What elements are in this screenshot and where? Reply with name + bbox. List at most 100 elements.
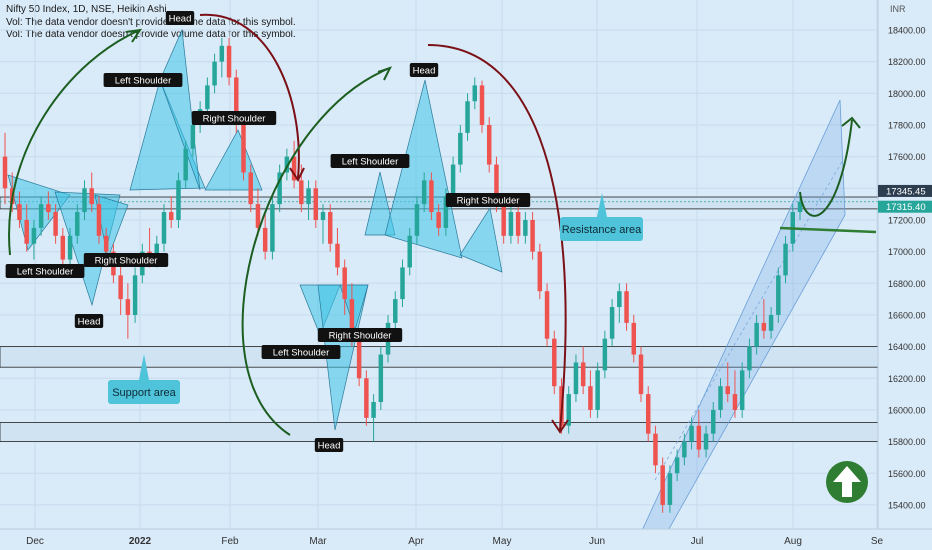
y-tick-label: 18000.00 [888,89,926,99]
pattern-label-bg [330,154,410,168]
candle-body [378,354,384,403]
y-tick-label: 16200.00 [888,374,926,384]
candle-body [205,85,210,110]
green-neckline [779,226,877,234]
pattern-label: Left Shoulder [330,154,410,168]
candle-body [501,204,506,236]
price-tag-label: 17345.45 [886,186,926,197]
pattern-label-text: Right Shoulder [203,114,266,125]
candle [364,370,369,426]
candle [342,259,347,315]
candle-body [450,164,456,197]
y-tick-label: 17200.00 [888,215,926,225]
pattern-label-text: Left Shoulder [342,157,399,168]
candle-body [320,212,326,220]
candle [486,117,492,173]
y-tick-label: 16800.00 [888,279,926,289]
candle [436,204,441,236]
candle-body [407,235,412,268]
pattern-label: Right Shoulder [445,193,531,207]
candle-body [414,204,420,236]
candle-body [580,362,586,387]
pattern-label: Left Shoulder [5,264,85,278]
candle-body [2,156,8,189]
pattern-label-bg [314,438,344,452]
candle [725,362,730,403]
chart-title: Nifty 50 Index, 1D, NSE, Heikin Ashi [6,4,167,15]
candle [248,164,253,213]
green-arc-1 [8,29,141,256]
candle [754,314,759,355]
candle-body [176,180,181,220]
candle [2,132,8,205]
candle [82,180,87,220]
candle [682,433,687,466]
x-tick-label: May [493,536,512,547]
candle [660,457,665,513]
candle [667,465,673,513]
pattern-right-shoulder-peak-1 [204,129,263,191]
y-tick-label: 15600.00 [888,469,926,479]
candle [761,299,767,339]
pattern-label: Right Shoulder [83,253,169,267]
candle [205,77,210,118]
candle [400,259,405,308]
pattern-label-bg [261,345,341,359]
pattern-label: Head [314,438,344,452]
candle-body [768,314,774,331]
green-arc-3 [799,119,853,217]
currency-label: INR [890,4,906,14]
candle-body [400,267,405,300]
candle-body [306,188,311,205]
pattern-right-shoulder-1 [94,194,129,260]
candle [703,425,709,458]
candle-body [270,204,275,252]
candle-body [573,362,579,395]
y-tick-label: 17800.00 [888,120,926,130]
candle [284,148,290,181]
pattern-label-bg [191,111,277,125]
candle [515,204,521,244]
y-tick-label: 16400.00 [888,342,926,352]
candle-body [190,124,196,149]
candle-body [515,212,521,236]
candle [125,283,131,339]
candle-body [118,275,123,300]
candle-body [465,101,470,133]
resistance-callout-text: Resistance area [562,224,642,236]
arrowhead-green-1 [125,28,143,43]
candle-body [24,219,29,244]
y-axis: INR 18400.00 18200.00 18000.00 17800.00 17600… [877,0,932,550]
candle [393,291,398,331]
candle [602,330,608,379]
candle [320,204,326,244]
x-tick-label: Dec [26,536,44,547]
candle [75,204,80,244]
candle-body [508,212,514,236]
price-tag-label: 17315.40 [886,202,926,213]
y-tick-label: 17000.00 [888,247,926,257]
candle [674,449,680,482]
candle [617,283,622,323]
candle-body [537,251,543,292]
pattern-label: Right Shoulder [191,111,277,125]
pattern-label: Left Shoulder [103,73,183,87]
candle-body [103,235,109,252]
pattern-label-text: Head [78,317,101,328]
arrowhead-green-3 [841,116,861,129]
candle [226,37,232,86]
candle [67,227,73,268]
projection-arcs [8,13,877,436]
candle-body [494,164,499,205]
resistance-callout-box [560,217,643,241]
pattern-label-bg [409,63,439,77]
candle-body [356,338,362,379]
candle-body [60,235,66,260]
candle-body [674,457,680,474]
candle-body [472,85,478,102]
candle [624,283,629,331]
candle [783,235,788,284]
candle [537,243,543,300]
candle [327,204,333,252]
